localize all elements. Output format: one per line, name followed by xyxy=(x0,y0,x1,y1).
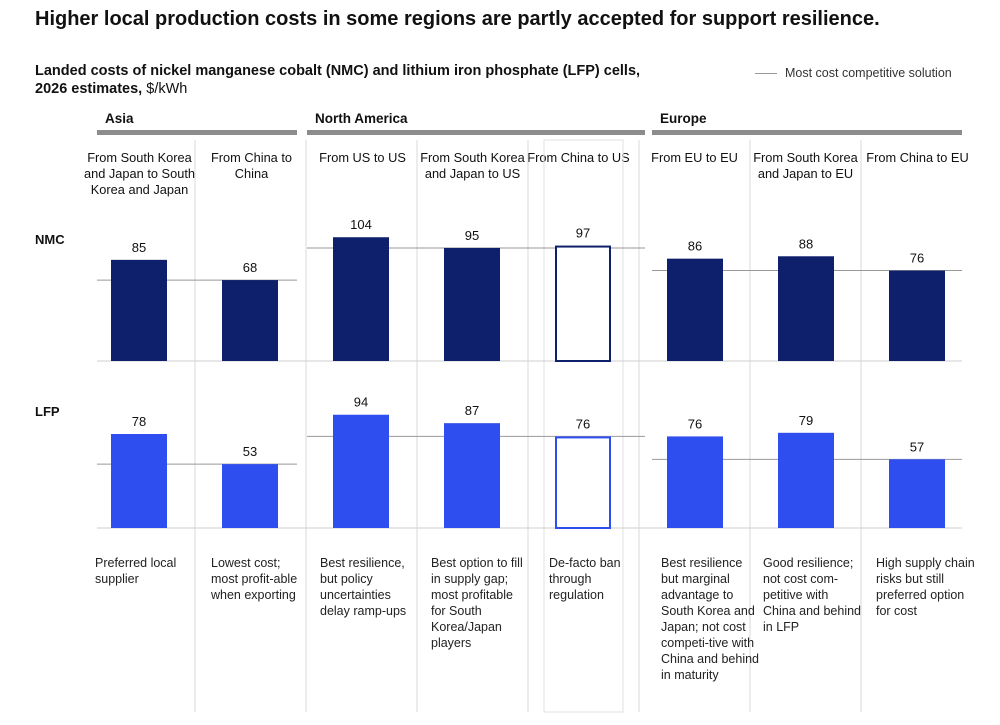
nmc-bar-outline xyxy=(555,245,611,363)
lfp-bar xyxy=(889,459,945,528)
nmc-bar xyxy=(333,237,389,361)
column-note: De-facto ban through regulation xyxy=(549,556,621,602)
nmc-value-label: 95 xyxy=(465,228,479,243)
nmc-bar xyxy=(444,247,500,361)
column-header: From South Korea and Japan to South Kore… xyxy=(84,150,195,197)
nmc-bar xyxy=(222,280,278,361)
nmc-value-label: 76 xyxy=(910,251,924,266)
nmc-value-label: 86 xyxy=(688,239,702,254)
headline: Higher local production costs in some re… xyxy=(35,8,880,30)
subtitle-unit: $/kWh xyxy=(146,81,188,97)
nmc-bar xyxy=(778,256,834,361)
lfp-bar xyxy=(778,432,834,528)
lfp-value-label: 53 xyxy=(243,444,257,459)
lfp-bar xyxy=(111,434,167,528)
nmc-bar xyxy=(667,258,723,361)
lfp-value-label: 94 xyxy=(354,395,368,410)
lfp-bar xyxy=(444,423,500,528)
legend-label: Most cost competitive solution xyxy=(785,66,952,80)
nmc-bar xyxy=(889,270,945,361)
region-rule-europe xyxy=(652,130,962,135)
lfp-value-label: 57 xyxy=(910,439,924,454)
legend: Most cost competitive solution xyxy=(755,66,952,80)
nmc-value-label: 97 xyxy=(576,226,590,241)
nmc-bar xyxy=(111,259,167,361)
column-header: From China to US xyxy=(527,150,630,165)
column-header: From US to US xyxy=(319,150,406,165)
region-label-asia: Asia xyxy=(105,111,134,126)
column-header: From South Korea and Japan to EU xyxy=(753,150,858,181)
column-note: Preferred local supplier xyxy=(95,556,177,586)
subtitle-line-1: Landed costs of nickel manganese cobalt … xyxy=(35,63,641,79)
lfp-value-label: 76 xyxy=(688,416,702,431)
chart-subtitle: Landed costs of nickel manganese cobalt … xyxy=(35,62,640,98)
lfp-value-label: 76 xyxy=(576,416,590,431)
region-label-north-america: North America xyxy=(315,111,408,126)
column-note: Best resilience but marginal advantage t… xyxy=(661,556,759,682)
column-header: From EU to EU xyxy=(651,150,738,165)
lfp-bar xyxy=(222,464,278,528)
row-label-nmc: NMC xyxy=(35,232,65,247)
column-header: From South Korea and Japan to US xyxy=(420,150,525,181)
lfp-value-label: 78 xyxy=(132,414,146,429)
legend-line-swatch xyxy=(755,72,777,74)
column-note: Lowest cost; most profit-able when expor… xyxy=(211,556,298,602)
nmc-value-label: 85 xyxy=(132,240,146,255)
column-header: From China to China xyxy=(210,150,293,181)
region-rule-asia xyxy=(97,130,297,135)
row-label-lfp: LFP xyxy=(35,404,60,419)
column-note: Good resilience; not cost com-petitive w… xyxy=(763,556,861,634)
column-header: From China to EU xyxy=(866,150,969,165)
column-note: High supply chain risks but still prefer… xyxy=(876,556,975,618)
nmc-value-label: 88 xyxy=(799,236,813,251)
region-label-europe: Europe xyxy=(660,111,707,126)
nmc-value-label: 104 xyxy=(350,217,372,232)
column-note: Best resilience, but policy uncertaintie… xyxy=(320,556,407,618)
lfp-bar-outline xyxy=(555,436,611,530)
hypothetical-column-frame xyxy=(543,139,624,713)
lfp-bar xyxy=(333,414,389,528)
subtitle-line-2: 2026 estimates, xyxy=(35,81,143,97)
nmc-value-label: 68 xyxy=(243,260,257,275)
lfp-value-label: 79 xyxy=(799,413,813,428)
region-rule-north-america xyxy=(307,130,645,135)
lfp-bar xyxy=(667,436,723,528)
lfp-value-label: 87 xyxy=(465,403,479,418)
column-note: Best option to fill in supply gap; most … xyxy=(431,556,523,650)
